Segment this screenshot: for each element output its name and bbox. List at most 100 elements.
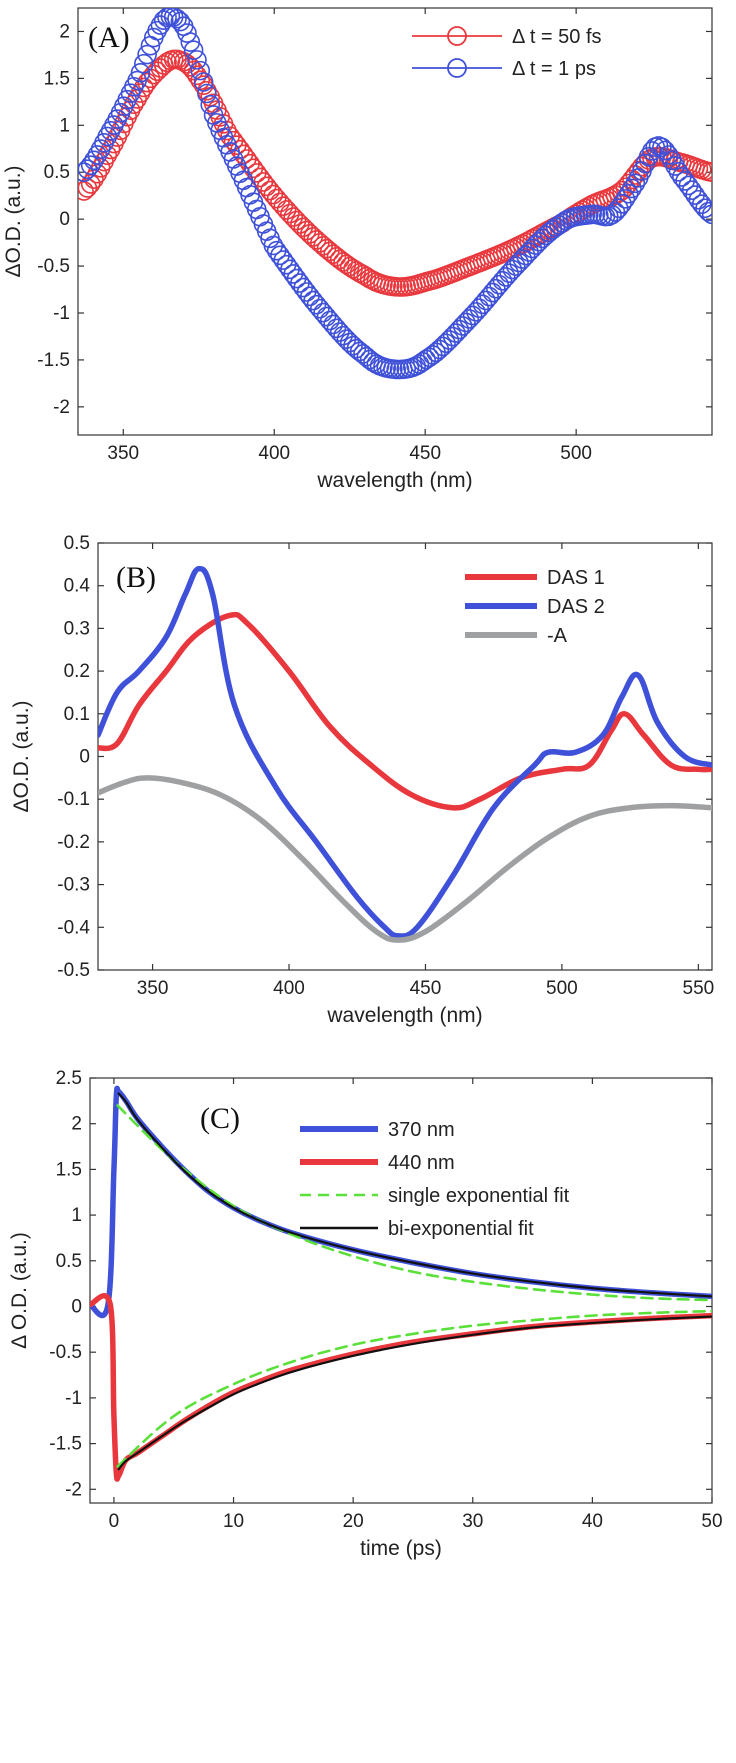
data-point-2	[329, 322, 350, 342]
data-point-1	[276, 200, 297, 220]
data-point-2	[436, 333, 456, 354]
data-point-2	[598, 206, 619, 227]
data-point-2	[193, 72, 214, 92]
panel-label: (B)	[116, 561, 156, 594]
data-point-2	[170, 11, 191, 32]
data-point-2	[615, 189, 636, 209]
legend-entry: bi-exponential fit	[388, 1218, 534, 1240]
y-tick-label: -0.5	[49, 1342, 82, 1363]
y-tick-label: 2	[71, 1114, 82, 1135]
data-point-2	[197, 83, 217, 104]
data-point-1	[263, 184, 284, 205]
data-point-1	[187, 65, 207, 86]
data-point-2	[472, 294, 493, 315]
x-tick-label: 20	[343, 1511, 364, 1532]
legend-entry: -A	[547, 625, 568, 647]
x-tick-label: 350	[107, 443, 139, 464]
y-tick-label: 0	[71, 1296, 82, 1317]
data-point-1	[326, 247, 347, 267]
data-point-2	[190, 60, 211, 81]
data-point-1	[329, 249, 350, 270]
data-point-1	[323, 244, 343, 264]
data-point-1	[273, 196, 294, 216]
data-point-2	[502, 259, 523, 280]
y-tick-label: 0.2	[64, 661, 90, 682]
x-tick-label: 550	[683, 978, 715, 999]
data-point-2	[167, 8, 187, 29]
data-point-2	[519, 242, 539, 262]
data-point-2	[681, 180, 702, 200]
y-axis-label: ΔO.D. (a.u.)	[10, 700, 33, 812]
data-point-2	[638, 146, 659, 167]
x-tick-label: 0	[109, 1511, 120, 1532]
data-point-1	[270, 192, 290, 213]
data-point-2	[80, 155, 101, 175]
y-tick-label: 1.5	[44, 68, 70, 89]
x-tick-label: 350	[137, 978, 169, 999]
data-point-2	[147, 20, 167, 41]
data-point-1	[190, 70, 211, 91]
x-tick-label: 40	[582, 1511, 603, 1532]
data-point-2	[449, 319, 470, 340]
x-axis-label: wavelength (nm)	[316, 469, 472, 492]
legend: Δ t = 50 fs Δ t = 1 ps	[412, 26, 602, 80]
data-point-2	[512, 249, 533, 269]
data-point-1	[177, 54, 197, 74]
legend-entry: 370 nm	[388, 1119, 455, 1141]
data-point-2	[695, 198, 712, 219]
y-tick-label: -1	[53, 303, 70, 324]
data-point-2	[652, 137, 672, 158]
data-point-2	[183, 40, 204, 61]
chart-panel-2: 350 400 450 500 550 -0.5 -0.4 -0.3 -0.2 -0.1 0 0.1 0…	[10, 533, 714, 1027]
y-tick-label: 1	[71, 1205, 82, 1226]
plot-area	[90, 1085, 712, 1482]
x-tick-label: 50	[701, 1511, 722, 1532]
data-point-2	[479, 286, 499, 307]
panel-label: (A)	[88, 21, 130, 54]
series-line-4	[116, 1309, 712, 1468]
data-point-1	[333, 252, 353, 272]
data-point-2	[84, 150, 104, 171]
data-point-1	[286, 210, 307, 231]
data-point-2	[539, 222, 559, 243]
data-point-2	[618, 183, 639, 204]
data-point-2	[482, 282, 503, 303]
data-point-2	[625, 173, 646, 194]
data-point-1	[283, 207, 304, 227]
y-tick-label: -0.5	[37, 256, 70, 277]
y-tick-label: -1.5	[49, 1434, 82, 1455]
series-line-3	[116, 1104, 712, 1302]
series-line-2	[90, 1293, 712, 1482]
data-point-2	[456, 312, 476, 333]
data-point-2	[499, 263, 519, 284]
plot-frame	[77, 7, 713, 436]
data-point-2	[495, 267, 516, 287]
legend-entry: single exponential fit	[388, 1185, 570, 1207]
y-tick-label: -1.5	[37, 350, 70, 371]
plot-area	[98, 565, 712, 943]
data-point-2	[439, 330, 460, 350]
data-point-2	[346, 338, 367, 359]
data-point-2	[319, 310, 340, 331]
data-point-2	[316, 306, 337, 327]
legend-swatch-marker	[447, 26, 467, 46]
data-point-2	[691, 194, 712, 215]
legend: DAS 1 DAS 2 -A	[465, 567, 605, 647]
data-point-2	[310, 298, 330, 319]
x-tick-label: 500	[560, 443, 592, 464]
data-point-2	[409, 354, 430, 374]
data-point-2	[459, 309, 480, 329]
y-tick-label: -2	[65, 1479, 82, 1500]
y-tick-label: 0.1	[64, 704, 90, 725]
data-point-2	[486, 278, 506, 299]
plot-frame	[97, 542, 713, 971]
data-point-2	[698, 201, 712, 222]
x-tick-label: 450	[410, 978, 442, 999]
data-point-1	[701, 162, 712, 182]
data-point-2	[678, 175, 699, 196]
data-point-2	[356, 346, 377, 367]
x-tick-label: 10	[223, 1511, 244, 1532]
y-tick-label: 0.5	[44, 162, 70, 183]
data-point-2	[419, 347, 440, 368]
